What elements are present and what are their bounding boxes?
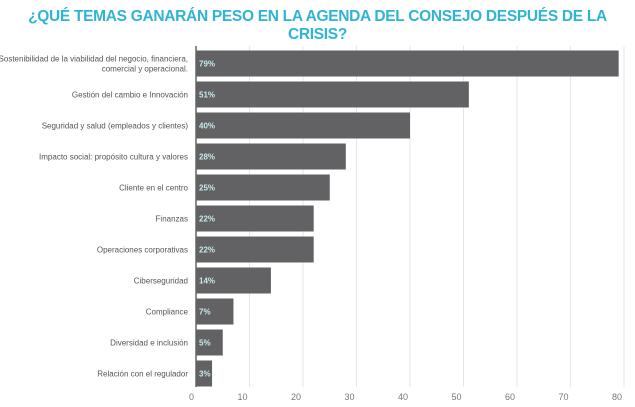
bar: [196, 205, 314, 232]
chart-title: ¿QUÉ TEMAS GANARÁN PESO EN LA AGENDA DEL…: [28, 8, 607, 43]
bar: [196, 329, 223, 356]
x-tick-label: 40: [398, 392, 408, 402]
x-tick-label: 50: [451, 392, 461, 402]
data-label: 7%: [199, 308, 211, 317]
bar: [196, 81, 469, 108]
category-label: Compliance: [146, 308, 189, 317]
bar: [196, 236, 314, 263]
category-label: Impacto social: propósito cultura y valo…: [39, 153, 188, 162]
bar: [196, 267, 271, 294]
category-label: Cliente en el centro: [119, 184, 188, 193]
x-tick-label: 20: [291, 392, 301, 402]
data-label: 40%: [199, 122, 215, 131]
x-tick-label: 10: [237, 392, 247, 402]
x-tick-label: 30: [344, 392, 354, 402]
category-label: Finanzas: [156, 215, 188, 224]
bar: [196, 112, 410, 139]
bar: [196, 360, 213, 387]
data-label: 25%: [199, 184, 215, 193]
bar: [196, 143, 346, 170]
x-tick-label: 70: [558, 392, 568, 402]
bar: [196, 50, 619, 77]
data-label: 28%: [199, 153, 215, 162]
data-label: 14%: [199, 277, 215, 286]
category-label: Diversidad e inclusión: [110, 339, 188, 348]
category-label: Seguridad y salud (empleados y clientes): [42, 122, 189, 131]
data-label: 51%: [199, 91, 215, 100]
bar: [196, 298, 234, 325]
category-label: Sostenibilidad de la viabilidad del nego…: [0, 55, 188, 64]
bar: [196, 174, 330, 201]
category-label: Operaciones corporativas: [97, 246, 188, 255]
category-label: Ciberseguridad: [134, 277, 188, 286]
data-label: 22%: [199, 215, 215, 224]
data-label: 79%: [199, 60, 215, 69]
data-label: 22%: [199, 246, 215, 255]
x-tick-label: 0: [189, 392, 194, 402]
data-label: 3%: [199, 370, 211, 379]
category-label: comercial y operacional.: [102, 65, 188, 74]
category-label: Relación con el regulador: [97, 370, 188, 379]
x-tick-label: 60: [505, 392, 515, 402]
category-label: Gestión del cambio e Innovación: [72, 91, 188, 100]
data-label: 5%: [199, 339, 211, 348]
x-tick-label: 80: [612, 392, 622, 402]
